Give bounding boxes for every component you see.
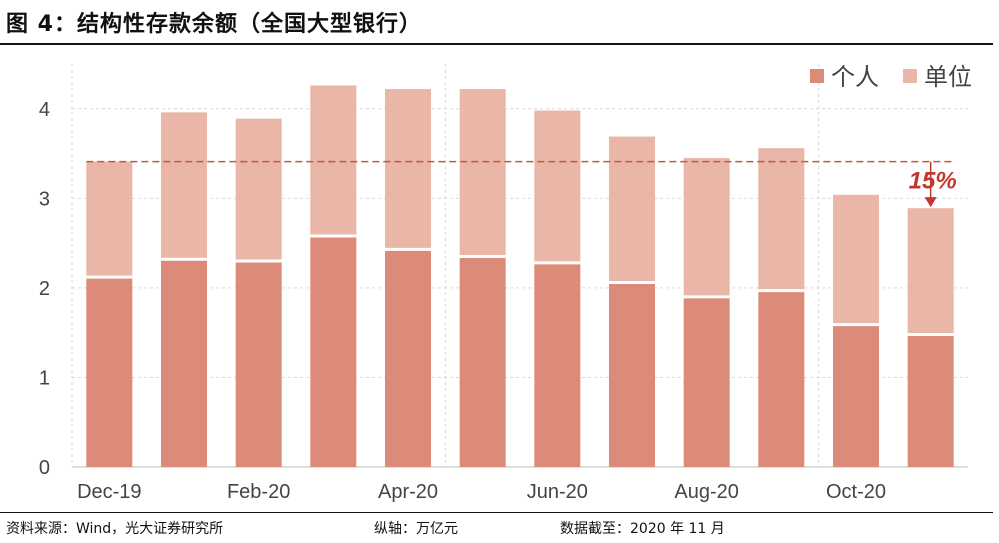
y-tick-label: 1 — [39, 367, 50, 389]
x-tick-label: Oct-20 — [826, 481, 886, 503]
bar-corporate-Aug-20 — [683, 158, 730, 297]
bar-personal-May-20 — [459, 256, 506, 467]
title-divider — [0, 43, 993, 45]
data-date-note: 数据截至：2020 年 11 月 — [560, 521, 725, 537]
legend: 个人 单位 — [810, 64, 972, 91]
legend-label: 单位 — [924, 64, 972, 91]
x-tick-label: Feb-20 — [227, 481, 290, 503]
y-tick-label: 0 — [39, 457, 50, 479]
x-tick-label: Jun-20 — [527, 481, 588, 503]
bar-corporate-Dec-19 — [86, 161, 133, 278]
x-tick-label: Dec-19 — [77, 481, 141, 503]
bar-corporate-Nov-20 — [907, 208, 954, 335]
bar-personal-Nov-20 — [907, 334, 954, 467]
bar-personal-Jun-20 — [534, 262, 581, 467]
bar-corporate-Jul-20 — [609, 136, 655, 283]
bar-corporate-Jun-20 — [534, 110, 581, 263]
y-tick-labels: 0 1 2 3 4 — [39, 99, 50, 479]
bar-personal-Jul-20 — [609, 282, 655, 467]
legend-label: 个人 — [831, 64, 879, 91]
bar-personal-Dec-19 — [86, 277, 133, 467]
legend-swatch — [810, 69, 824, 83]
bar-personal-Oct-20 — [833, 324, 879, 467]
source-note: 资料来源：Wind，光大证券研究所 — [6, 521, 224, 537]
bar-corporate-Mar-20 — [310, 85, 357, 236]
bar-personal-Jan-20 — [161, 259, 207, 467]
x-tick-label: Apr-20 — [378, 481, 438, 503]
bar-personal-Feb-20 — [235, 261, 282, 467]
annotation-label: 15% — [909, 168, 957, 195]
bar-corporate-May-20 — [459, 89, 506, 257]
bar-corporate-Feb-20 — [235, 118, 282, 262]
stacked-bar-chart: 0 1 2 3 4 Dec-19 Feb-20 Apr-20 Jun-20 Aug-20 Oct-… — [39, 64, 972, 503]
axis-unit-note: 纵轴：万亿元 — [374, 521, 458, 537]
annotation-arrow-head — [924, 197, 937, 208]
y-tick-label: 3 — [39, 188, 50, 210]
grid-layer — [71, 64, 968, 468]
y-tick-label: 4 — [39, 99, 50, 121]
bar-corporate-Oct-20 — [833, 194, 879, 325]
bars-layer — [86, 85, 954, 467]
x-tick-labels: Dec-19 Feb-20 Apr-20 Jun-20 Aug-20 Oct-20 — [77, 481, 886, 503]
footer-divider — [0, 512, 993, 513]
x-tick-label: Aug-20 — [674, 481, 739, 503]
y-tick-label: 2 — [39, 278, 50, 300]
bar-personal-Aug-20 — [683, 296, 730, 467]
bar-corporate-Sep-20 — [758, 148, 805, 291]
bar-personal-Sep-20 — [758, 290, 805, 467]
bar-corporate-Jan-20 — [161, 112, 207, 260]
bar-corporate-Apr-20 — [385, 89, 431, 250]
annotation-layer: 15% — [909, 161, 957, 208]
chart-title: 图 4：结构性存款余额（全国大型银行） — [6, 12, 422, 37]
legend-swatch — [903, 69, 917, 83]
bar-personal-Apr-20 — [385, 249, 431, 467]
bar-personal-Mar-20 — [310, 235, 357, 467]
